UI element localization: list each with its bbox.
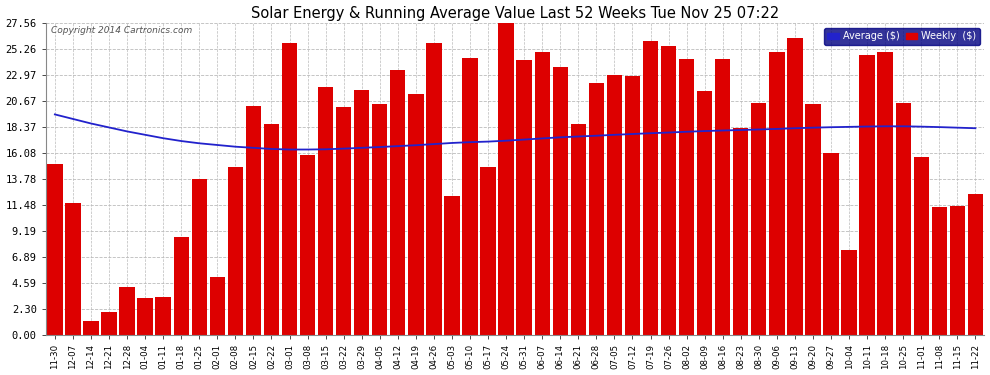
Bar <box>932 207 947 335</box>
Bar <box>570 124 586 335</box>
Bar <box>734 129 748 335</box>
Bar <box>661 46 676 335</box>
Bar <box>120 287 135 335</box>
Bar <box>318 87 334 335</box>
Bar <box>228 167 243 335</box>
Bar <box>336 107 351 335</box>
Bar <box>517 60 532 335</box>
Bar <box>859 55 875 335</box>
Bar <box>607 75 622 335</box>
Bar <box>877 52 893 335</box>
Bar <box>968 194 983 335</box>
Bar <box>282 44 297 335</box>
Bar <box>842 251 856 335</box>
Bar <box>83 321 99 335</box>
Bar <box>354 90 369 335</box>
Bar <box>390 70 406 335</box>
Bar <box>824 153 839 335</box>
Bar <box>896 103 911 335</box>
Bar <box>751 103 766 335</box>
Bar <box>372 104 387 335</box>
Bar <box>246 106 261 335</box>
Bar <box>101 312 117 335</box>
Bar <box>155 297 171 335</box>
Bar <box>408 94 424 335</box>
Bar <box>427 42 442 335</box>
Bar <box>192 179 207 335</box>
Bar <box>263 124 279 335</box>
Bar <box>769 53 784 335</box>
Text: Copyright 2014 Cartronics.com: Copyright 2014 Cartronics.com <box>50 26 192 35</box>
Bar <box>498 23 514 335</box>
Bar <box>914 157 929 335</box>
Bar <box>480 167 496 335</box>
Bar <box>949 207 965 335</box>
Bar <box>552 67 568 335</box>
Bar <box>679 59 694 335</box>
Bar <box>715 59 731 335</box>
Bar <box>535 52 549 335</box>
Bar <box>210 277 225 335</box>
Bar <box>65 203 80 335</box>
Legend: Average ($), Weekly  ($): Average ($), Weekly ($) <box>824 28 979 45</box>
Bar <box>138 298 152 335</box>
Bar <box>589 83 604 335</box>
Bar <box>173 237 189 335</box>
Bar <box>787 38 803 335</box>
Bar <box>643 42 658 335</box>
Bar <box>48 164 62 335</box>
Bar <box>445 196 459 335</box>
Bar <box>300 155 315 335</box>
Bar <box>462 58 478 335</box>
Title: Solar Energy & Running Average Value Last 52 Weeks Tue Nov 25 07:22: Solar Energy & Running Average Value Las… <box>251 6 779 21</box>
Bar <box>697 91 713 335</box>
Bar <box>805 104 821 335</box>
Bar <box>625 76 641 335</box>
